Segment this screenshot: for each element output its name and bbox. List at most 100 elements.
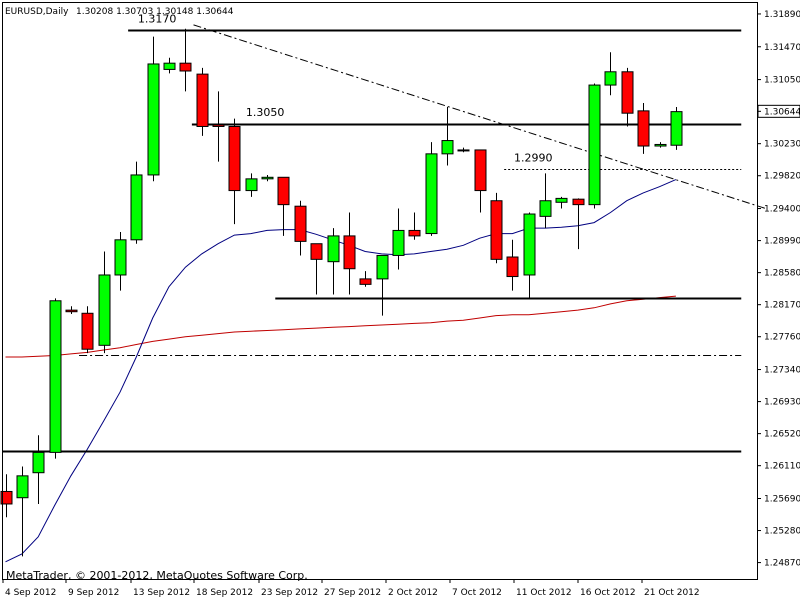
y-tick-label: 1.30644	[764, 107, 800, 117]
candle-body	[310, 243, 323, 260]
y-tick-label: 1.25280	[764, 527, 800, 537]
candle	[474, 149, 487, 213]
y-tick-label: 1.25690	[764, 495, 800, 505]
candle	[98, 251, 111, 354]
candle-body	[441, 140, 454, 155]
candle	[359, 271, 372, 287]
candle-body	[196, 73, 209, 127]
candle	[277, 176, 290, 236]
axes	[2, 2, 758, 580]
candle	[147, 36, 160, 182]
x-tick-label: 27 Sep 2012	[324, 588, 381, 598]
candle	[261, 174, 274, 182]
candle	[49, 298, 62, 459]
ohlc-readout: 1.30208 1.30703 1.30148 1.30644	[76, 7, 234, 17]
candle	[490, 192, 503, 264]
candle-body	[539, 200, 552, 217]
candle-body	[32, 451, 45, 474]
level-annotations: 1.3170 1.3050 1.2990	[138, 12, 553, 164]
candles	[0, 28, 683, 557]
y-tick-label: 1.28170	[764, 301, 800, 311]
candle	[408, 212, 421, 240]
y-tick-label: 1.28990	[764, 237, 800, 247]
candle-body	[228, 125, 241, 192]
candle	[670, 106, 683, 150]
trendlines	[193, 24, 766, 210]
ma-slow-line	[5, 295, 676, 358]
plot-frame	[2, 2, 758, 580]
candle	[32, 435, 45, 504]
candle-body	[604, 71, 617, 86]
candle	[654, 142, 667, 148]
candle	[65, 306, 78, 315]
candle	[425, 142, 438, 236]
moving-averages	[5, 179, 677, 563]
candle	[114, 231, 127, 291]
candle-body	[147, 63, 160, 176]
candle-body	[65, 309, 78, 313]
candle	[212, 91, 225, 162]
candle	[343, 212, 356, 295]
candle-body	[637, 110, 650, 147]
candle-body	[408, 229, 421, 237]
x-tick-label: 18 Sep 2012	[196, 588, 253, 598]
y-tick-label: 1.26520	[764, 430, 800, 440]
candle-body	[506, 256, 519, 278]
candle	[555, 196, 568, 209]
candle-body	[457, 149, 470, 152]
y-tick-label: 1.28580	[764, 269, 800, 279]
candle-body	[245, 178, 258, 192]
candle-body	[392, 229, 405, 256]
candle	[604, 52, 617, 96]
resistance-1.3170-label: 1.3170	[138, 12, 177, 25]
candle	[539, 173, 552, 229]
x-tick-label: 11 Oct 2012	[516, 588, 572, 598]
y-tick-label: 1.31890	[764, 10, 800, 20]
candle-body	[0, 490, 13, 505]
y-tick-label: 1.31470	[764, 43, 800, 53]
candle-body	[114, 239, 127, 276]
candle	[588, 83, 601, 209]
candle	[228, 118, 241, 225]
candle	[392, 208, 405, 270]
candle	[245, 173, 258, 197]
x-tick-label: 2 Oct 2012	[388, 588, 438, 598]
ma-fast-line	[5, 179, 677, 563]
y-tick-label: 1.29400	[764, 205, 800, 215]
candle-body	[277, 176, 290, 206]
candle-body	[588, 84, 601, 206]
candle-body	[163, 62, 176, 70]
x-tick-label: 16 Oct 2012	[580, 588, 636, 598]
candle	[523, 212, 536, 299]
candle	[0, 474, 13, 518]
resistance-1.3050-label: 1.3050	[246, 106, 285, 119]
symbol-timeframe: EURUSD,Daily	[5, 7, 69, 17]
x-tick-label: 4 Sep 2012	[5, 588, 56, 598]
candle-body	[670, 111, 683, 146]
x-tick-label: 9 Sep 2012	[68, 588, 119, 598]
y-tick-label: 1.27760	[764, 333, 800, 343]
candle	[16, 466, 29, 557]
candle-body	[294, 205, 307, 242]
candle	[637, 103, 650, 154]
candle-body	[179, 62, 192, 72]
x-tick-label: 21 Oct 2012	[644, 588, 700, 598]
y-tick-label: 1.30230	[764, 140, 800, 150]
candle	[81, 306, 94, 354]
candle	[572, 198, 585, 250]
y-tick-label: 1.27340	[764, 366, 800, 376]
y-tick-label: 1.31050	[764, 76, 800, 86]
x-tick-label: 7 Oct 2012	[452, 588, 502, 598]
candle	[376, 254, 389, 316]
candle-body	[425, 153, 438, 235]
y-tick-label: 1.24870	[764, 559, 800, 569]
candle	[506, 239, 519, 291]
candle-body	[261, 176, 274, 180]
candle-body	[654, 143, 667, 147]
candle-body	[343, 235, 356, 270]
candle-body	[523, 213, 536, 276]
y-tick-label: 1.26930	[764, 398, 800, 408]
candle	[163, 57, 176, 74]
